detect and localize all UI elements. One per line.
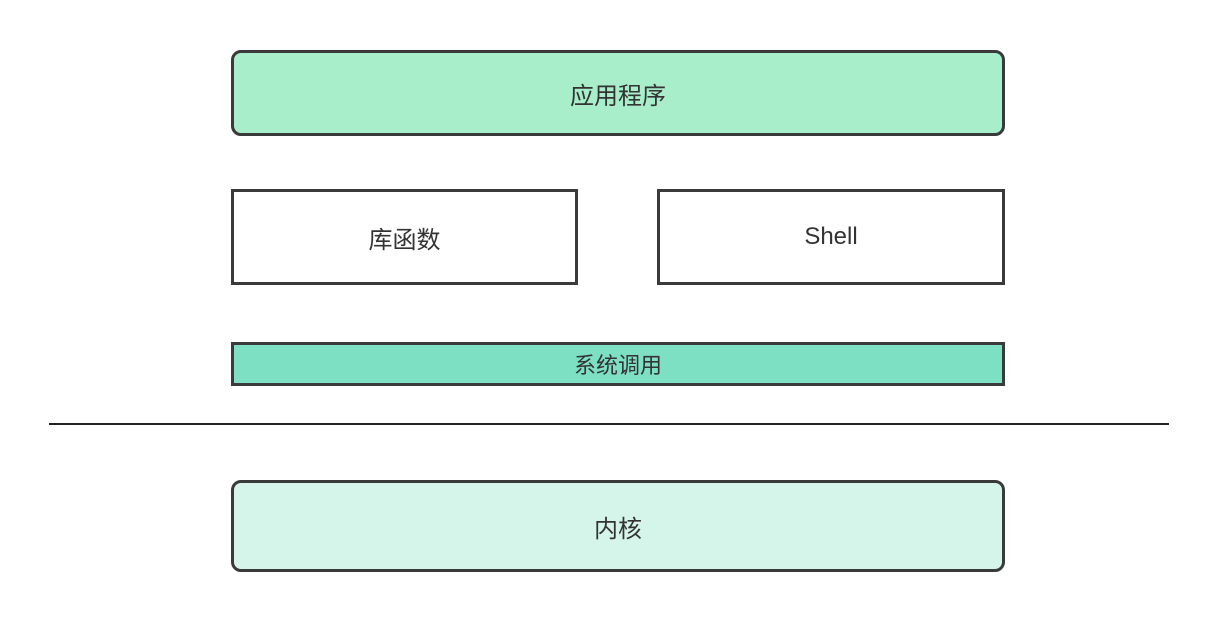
architecture-diagram: 应用程序 库函数 Shell 系统调用 内核 xyxy=(0,0,1216,624)
layer-syscall: 系统调用 xyxy=(231,342,1005,386)
layer-syscall-label: 系统调用 xyxy=(574,348,662,380)
layer-kernel-label: 内核 xyxy=(594,509,642,544)
divider-line xyxy=(49,423,1169,425)
layer-shell: Shell xyxy=(657,189,1005,285)
layer-application: 应用程序 xyxy=(231,50,1005,136)
layer-application-label: 应用程序 xyxy=(570,76,666,111)
layer-library-label: 库函数 xyxy=(369,220,441,255)
layer-shell-label: Shell xyxy=(804,223,857,251)
layer-kernel: 内核 xyxy=(231,480,1005,572)
layer-library: 库函数 xyxy=(231,189,578,285)
